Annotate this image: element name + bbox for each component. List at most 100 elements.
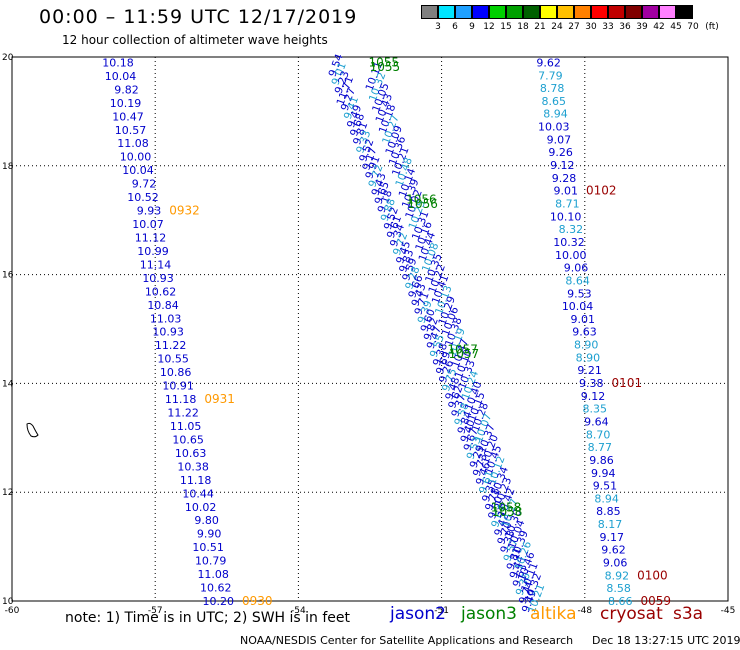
legend-swatch	[506, 5, 523, 19]
jason3-pass-time-label: 1058	[491, 500, 522, 514]
swh-value: 10.86	[160, 366, 192, 379]
legend-swatch	[625, 5, 642, 19]
legend-swatch-label: 12	[483, 22, 495, 32]
swh-value: 8.70	[586, 428, 611, 441]
legend-swatch	[557, 5, 574, 19]
swh-value: 10.79	[195, 555, 227, 568]
latitude-tick-label: 16	[2, 271, 14, 281]
legend-swatch-label: 27	[568, 22, 580, 32]
legend-swatch-label: 33	[602, 22, 614, 32]
swh-value: 10.44	[182, 487, 214, 500]
swh-value: 10.52	[127, 191, 159, 204]
swh-value: 11.03	[150, 312, 182, 325]
swh-value: 9.72	[132, 178, 157, 191]
swh-value: 8.65	[542, 95, 567, 108]
swh-value: 10.04	[105, 70, 137, 83]
swh-value: 10.65	[172, 433, 204, 446]
swh-value: 10.62	[200, 582, 232, 595]
swh-value: 9.26	[548, 146, 573, 159]
legend-swatch-label: 36	[619, 22, 631, 32]
swh-value: 10.00	[555, 249, 587, 262]
swh-value: 8.94	[543, 108, 568, 121]
generated-timestamp: Dec 18 13:27:15 UTC 2019	[592, 634, 740, 647]
swh-value: 9.63	[572, 326, 597, 339]
swh-value: 9.21	[577, 364, 602, 377]
legend-swatch-label: 45	[670, 22, 682, 32]
swh-value: 10.18	[102, 56, 134, 69]
jason3-pass-time-label: 1056	[407, 197, 438, 211]
longitude-tick-label: -45	[721, 606, 736, 616]
swh-value: 11.12	[135, 231, 167, 244]
swh-value: 10.02	[185, 501, 217, 514]
swh-value: 10.93	[142, 272, 174, 285]
legend-swatch	[608, 5, 625, 19]
jason3-pass-time-label: 1056	[406, 193, 437, 207]
swh-value: 8.35	[582, 403, 607, 416]
swh-value: 10.19	[110, 97, 142, 110]
swh-value: 8.94	[594, 492, 619, 505]
pass-time-label: 0100	[637, 568, 668, 582]
swh-value: 11.22	[155, 339, 187, 352]
swh-value: 8.58	[606, 582, 631, 595]
swh-value: 9.28	[552, 172, 577, 185]
swh-value: 9.82	[114, 83, 139, 96]
swh-value: 9.62	[601, 544, 626, 557]
legend-swatch	[472, 5, 489, 19]
legend-swatch-label: 6	[452, 22, 458, 32]
swh-value: 8.64	[565, 274, 590, 287]
swh-value: 8.90	[576, 351, 601, 364]
swh-value: 10.63	[175, 447, 207, 460]
jason3-pass-time-label: 1055	[370, 60, 401, 74]
swh-value: 9.12	[550, 159, 575, 172]
legend-swatch	[642, 5, 659, 19]
legend-altika: altika	[530, 604, 577, 624]
swh-value: 10.57	[115, 124, 147, 137]
latitude-tick-label: 12	[2, 488, 13, 498]
latitude-tick-label: 14	[2, 379, 14, 389]
swh-value: 10.99	[137, 245, 169, 258]
swh-value: 10.62	[145, 285, 177, 298]
latitude-tick-label: 10	[2, 597, 14, 607]
swh-value: 9.06	[564, 262, 589, 275]
legend-swatch	[455, 5, 472, 19]
swh-value: 10.55	[157, 353, 189, 366]
legend-swatch	[489, 5, 506, 19]
legend-swatch	[574, 5, 591, 19]
longitude-tick-label: -54	[291, 606, 306, 616]
swh-value: 10.47	[112, 110, 144, 123]
swh-value: 10.03	[538, 121, 570, 134]
swh-value: 9.86	[589, 454, 614, 467]
swh-value: 10.38	[177, 460, 209, 473]
latitude-tick-label: 18	[2, 162, 14, 172]
pass-time-label: 0059	[641, 594, 672, 608]
swh-value: 11.05	[170, 420, 202, 433]
pass-time-label: 0932	[169, 204, 200, 218]
swh-value: 7.79	[538, 69, 563, 82]
legend-swatch	[659, 5, 676, 19]
longitude-tick-label: -51	[434, 606, 449, 616]
swh-value: 10.04	[122, 164, 154, 177]
swh-value: 9.93	[137, 205, 162, 218]
swh-value: 8.85	[596, 505, 621, 518]
legend-swatch	[421, 5, 438, 19]
legend-swatch	[540, 5, 557, 19]
legend-swatch-label: 9	[469, 22, 475, 32]
legend-swatch	[438, 5, 455, 19]
jason3-pass-time-label: 1057	[449, 347, 480, 361]
swh-value: 9.01	[571, 313, 596, 326]
swh-value: 9.07	[547, 133, 572, 146]
legend-s3a: s3a	[673, 604, 704, 624]
legend-swatch-label: 3	[435, 22, 441, 32]
legend-swatch-label: 42	[653, 22, 665, 32]
swh-value: 10.32	[553, 236, 585, 249]
jason3-pass-time-label: 1058	[492, 505, 523, 519]
longitude-tick-label: -60	[5, 606, 20, 616]
pass-time-label: 0101	[612, 376, 643, 390]
legend-swatch-label: 39	[636, 22, 648, 32]
swh-value: 10.93	[152, 326, 184, 339]
swh-value: 9.06	[603, 557, 628, 570]
units-note: note: 1) Time is in UTC; 2) SWH is in fe…	[65, 610, 351, 626]
swh-value: 9.64	[584, 415, 609, 428]
swh-value: 8.90	[574, 339, 599, 352]
